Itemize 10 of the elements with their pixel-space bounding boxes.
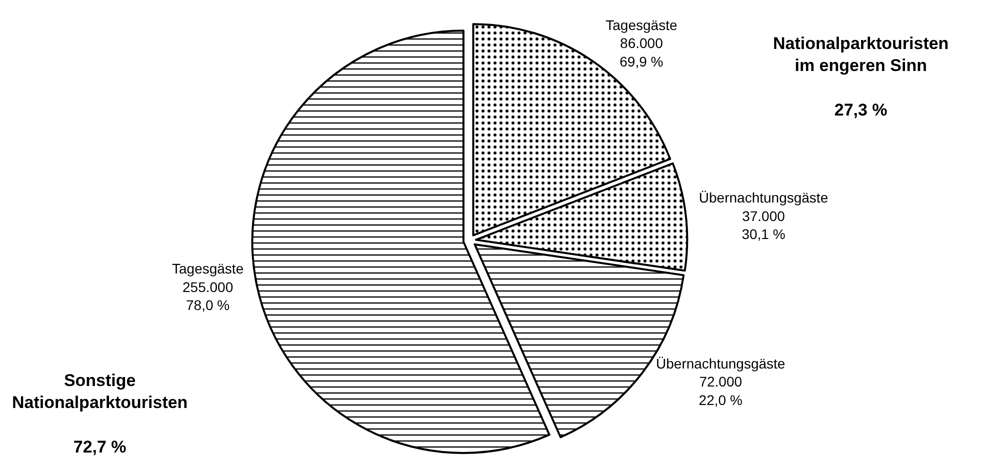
slice-label: Übernachtungsgäste	[698, 190, 828, 206]
slice-label: Tagesgäste	[172, 260, 244, 277]
slice-label: Übernachtungsgäste	[656, 355, 786, 372]
text: Nationalparktouristen im engeren Sinn 27,3 %	[773, 34, 949, 120]
data-label: 72.000 22,0 %	[698, 374, 742, 408]
slice-label: Tagesgäste	[606, 17, 678, 33]
text: Sonstige Nationalparktouristen 72,7 %	[12, 371, 188, 456]
data-label: 255.000 78,0 %	[182, 278, 234, 314]
data-label: 37.000 30,1 %	[742, 208, 786, 242]
data-label: 86.000 69,9 %	[620, 35, 664, 70]
